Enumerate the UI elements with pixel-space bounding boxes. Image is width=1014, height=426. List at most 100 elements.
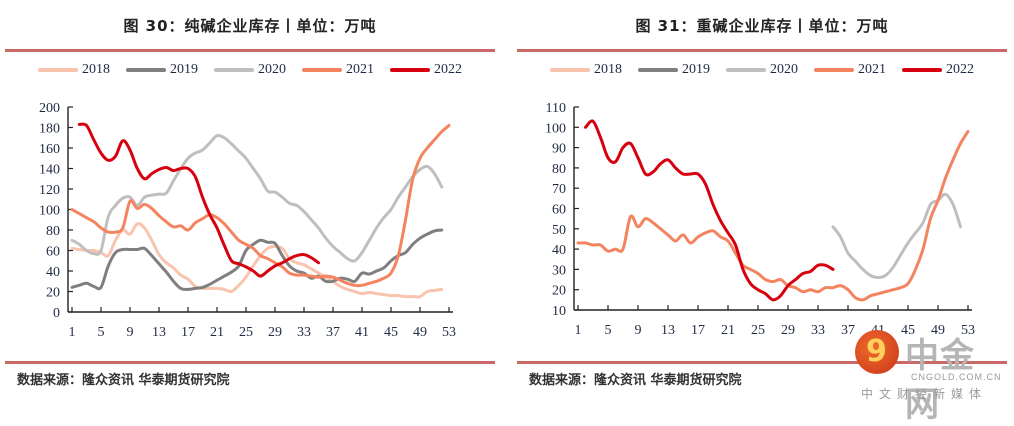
- cngold-watermark: 9 中金网 CNGOLD.COM.CN 中文财经新媒体: [855, 330, 1005, 425]
- legend-label: 2018: [82, 62, 110, 77]
- x-tick-label: 25: [239, 325, 253, 340]
- legend-label: 2022: [946, 62, 974, 77]
- y-tick-label: 60: [46, 245, 60, 260]
- legend-item-2022: 2022: [902, 62, 974, 78]
- legend-item-2022: 2022: [390, 62, 462, 78]
- x-tick-label: 33: [811, 323, 825, 338]
- x-tick-label: 5: [605, 323, 612, 338]
- legend-swatch: [814, 68, 854, 72]
- x-tick-label: 13: [661, 323, 675, 338]
- chart-panel-heavy-soda: 图 31：重碱企业库存丨单位：万吨 2018 2019 2020 2021 20…: [512, 0, 1012, 402]
- y-tick-label: 50: [552, 223, 566, 238]
- y-tick-label: 160: [39, 142, 60, 157]
- legend-label: 2020: [770, 62, 798, 77]
- series-line-2022: [77, 122, 320, 278]
- series-line-2021: [576, 129, 970, 302]
- legend-label: 2019: [170, 62, 198, 77]
- chart-title: 图 30：纯碱企业库存丨单位：万吨: [123, 17, 377, 35]
- y-tick-label: 100: [545, 121, 566, 136]
- legend-swatch: [38, 68, 78, 72]
- y-tick-label: 80: [552, 162, 566, 177]
- legend-swatch: [214, 68, 254, 72]
- legend-label: 2019: [682, 62, 710, 77]
- series-line-2020: [831, 192, 962, 279]
- x-tick-label: 49: [931, 323, 945, 338]
- legend-item-2019: 2019: [126, 62, 198, 78]
- chart-title: 图 31：重碱企业库存丨单位：万吨: [635, 17, 889, 35]
- x-tick-label: 17: [691, 323, 705, 338]
- legend-item-2020: 2020: [214, 62, 286, 78]
- x-tick-label: 53: [961, 323, 975, 338]
- y-tick-label: 100: [39, 204, 60, 219]
- legend-label: 2022: [434, 62, 462, 77]
- x-tick-label: 9: [127, 325, 134, 340]
- chart-panel-soda-ash: 图 30：纯碱企业库存丨单位：万吨 2018 2019 2020 2021 20…: [0, 0, 500, 402]
- y-tick-label: 0: [53, 306, 60, 321]
- y-tick-label: 40: [552, 243, 566, 258]
- x-tick-label: 1: [69, 325, 76, 340]
- line-chart-soda-ash: 0 20 40 60 80 100 120 140 160 180 200 1 5 9 13 17 21 25 29…: [39, 101, 456, 340]
- y-tick-label: 20: [552, 284, 566, 299]
- y-tick-label: 10: [552, 304, 566, 319]
- x-tick-label: 45: [901, 323, 915, 338]
- y-tick-label: 200: [39, 101, 60, 116]
- y-tick-label: 80: [46, 224, 60, 239]
- legend-label: 2021: [346, 62, 374, 77]
- legend-item-2018: 2018: [550, 62, 622, 78]
- legend-swatch: [550, 68, 590, 72]
- legend-item-2020: 2020: [726, 62, 798, 78]
- footer-divider: [517, 361, 1007, 364]
- y-tick-label: 110: [546, 101, 566, 116]
- x-tick-label: 13: [152, 325, 166, 340]
- series-line-2022: [584, 119, 835, 302]
- y-tick-label: 70: [552, 182, 566, 197]
- y-tick-label: 120: [39, 183, 60, 198]
- chart-legend: 2018 2019 2020 2021 2022: [0, 62, 500, 78]
- cngold-logo-icon: 9: [855, 330, 899, 374]
- data-source-note: 数据来源：隆众资讯 华泰期货研究院: [17, 373, 230, 388]
- series-line-2018: [70, 222, 444, 299]
- x-tick-label: 17: [181, 325, 195, 340]
- x-tick-label: 37: [326, 325, 340, 340]
- legend-item-2018: 2018: [38, 62, 110, 78]
- x-tick-label: 37: [841, 323, 855, 338]
- x-tick-label: 9: [635, 323, 642, 338]
- y-tick-label: 180: [39, 122, 60, 137]
- series-line-2021: [70, 123, 451, 288]
- y-tick-label: 40: [46, 265, 60, 280]
- x-tick-label: 33: [297, 325, 311, 340]
- title-divider: [517, 49, 1007, 52]
- x-tick-label: 49: [413, 325, 427, 340]
- y-tick-label: 60: [552, 203, 566, 218]
- x-tick-label: 21: [721, 323, 735, 338]
- legend-swatch: [638, 68, 678, 72]
- watermark-tagline: 中文财经新媒体: [861, 387, 988, 401]
- legend-label: 2018: [594, 62, 622, 77]
- x-tick-label: 21: [210, 325, 224, 340]
- data-source-note: 数据来源：隆众资讯 华泰期货研究院: [529, 373, 742, 388]
- legend-swatch: [902, 68, 942, 72]
- legend-item-2021: 2021: [814, 62, 886, 78]
- legend-swatch: [302, 68, 342, 72]
- x-tick-label: 1: [575, 323, 582, 338]
- legend-label: 2020: [258, 62, 286, 77]
- x-tick-label: 29: [781, 323, 795, 338]
- legend-swatch: [126, 68, 166, 72]
- y-tick-label: 90: [552, 142, 566, 157]
- legend-item-2021: 2021: [302, 62, 374, 78]
- x-tick-label: 45: [384, 325, 398, 340]
- legend-swatch: [390, 68, 430, 72]
- footer-divider: [5, 361, 495, 364]
- x-tick-label: 5: [98, 325, 105, 340]
- y-tick-label: 20: [46, 286, 60, 301]
- watermark-url: CNGOLD.COM.CN: [911, 372, 1002, 382]
- title-divider: [5, 49, 495, 52]
- series-line-2019: [70, 228, 444, 291]
- x-tick-label: 41: [355, 325, 369, 340]
- y-tick-label: 30: [552, 263, 566, 278]
- line-chart-heavy-soda: 10 20 30 40 50 60 70 80 90 100 110 1 5 9 13 17 21 25 29 33 3…: [545, 101, 975, 338]
- logo-glyph: 9: [866, 334, 887, 369]
- x-tick-label: 25: [751, 323, 765, 338]
- legend-item-2019: 2019: [638, 62, 710, 78]
- legend-label: 2021: [858, 62, 886, 77]
